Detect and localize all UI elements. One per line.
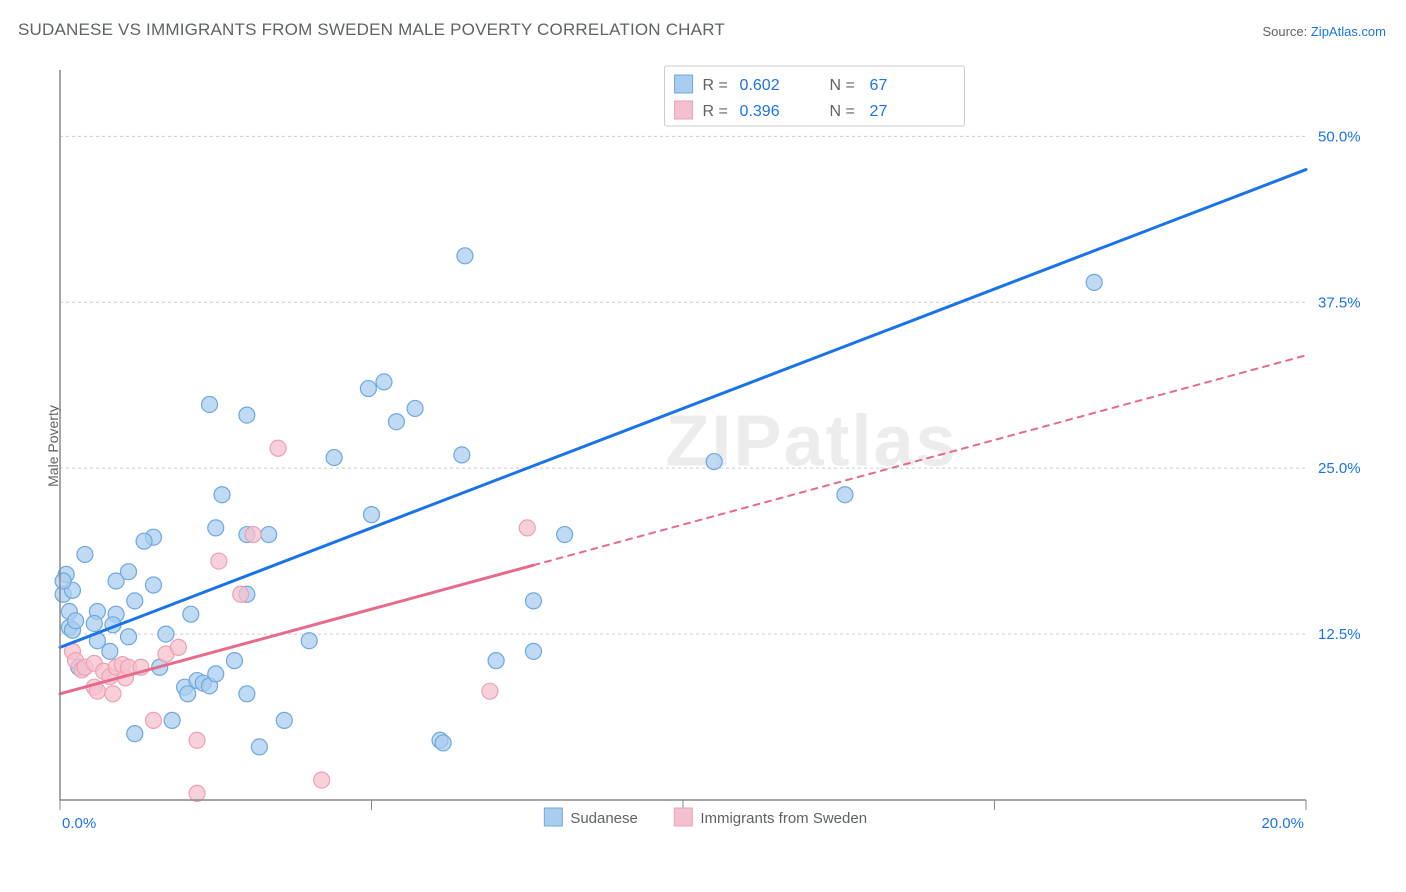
source-link[interactable]: ZipAtlas.com (1311, 24, 1386, 39)
data-point (127, 593, 143, 609)
x-tick-label: 20.0% (1261, 815, 1304, 832)
chart-area: ZIPatlas 0.0% 20.0% 12.5% 25.0% 37.5% 50.0% R =… (50, 60, 1386, 840)
data-point (407, 400, 423, 416)
data-point (488, 653, 504, 669)
data-point (136, 533, 152, 549)
data-point (86, 615, 102, 631)
data-point (364, 507, 380, 523)
data-point (519, 520, 535, 536)
watermark: ZIPatlas (665, 402, 957, 482)
data-point (233, 586, 249, 602)
y-tick-label: 25.0% (1318, 460, 1361, 477)
legend-r-value: 0.602 (740, 77, 780, 94)
data-point (55, 573, 71, 589)
data-point (189, 785, 205, 801)
data-point (454, 447, 470, 463)
legend-swatch (675, 101, 693, 119)
data-point (77, 546, 93, 562)
data-point (326, 450, 342, 466)
data-point (482, 683, 498, 699)
data-point (557, 527, 573, 543)
legend-r-value: 0.396 (740, 103, 780, 120)
data-point (276, 712, 292, 728)
data-point (121, 564, 137, 580)
data-point (68, 613, 84, 629)
data-point (706, 454, 722, 470)
source-label: Source: (1262, 24, 1310, 39)
data-point (314, 772, 330, 788)
data-point (202, 396, 218, 412)
data-point (301, 633, 317, 649)
legend-n-label: N = (830, 103, 855, 120)
data-point (360, 381, 376, 397)
scatter-chart: ZIPatlas 0.0% 20.0% 12.5% 25.0% 37.5% 50.0% R =… (50, 60, 1386, 840)
data-point (239, 407, 255, 423)
data-point (145, 577, 161, 593)
series-legend-label: Immigrants from Sweden (700, 810, 867, 827)
data-point (208, 520, 224, 536)
trend-line-extrapolated (533, 355, 1306, 565)
data-point (261, 527, 277, 543)
data-point (214, 487, 230, 503)
legend-r-label: R = (703, 103, 728, 120)
legend-r-label: R = (703, 77, 728, 94)
data-point (837, 487, 853, 503)
series-legend-label: Sudanese (570, 810, 638, 827)
data-point (183, 606, 199, 622)
data-point (158, 626, 174, 642)
data-point (170, 639, 186, 655)
data-point (245, 527, 261, 543)
data-point (251, 739, 267, 755)
data-point (457, 248, 473, 264)
data-point (211, 553, 227, 569)
data-point (164, 712, 180, 728)
legend-swatch (675, 75, 693, 93)
data-point (435, 735, 451, 751)
data-point (145, 712, 161, 728)
data-point (105, 686, 121, 702)
y-tick-label: 12.5% (1318, 626, 1361, 643)
data-point (127, 726, 143, 742)
y-tick-label: 50.0% (1318, 128, 1361, 145)
data-point (102, 643, 118, 659)
data-point (239, 686, 255, 702)
legend-n-value: 27 (870, 103, 888, 120)
data-point (525, 643, 541, 659)
source-attribution: Source: ZipAtlas.com (1262, 24, 1386, 39)
data-point (388, 414, 404, 430)
series-legend-swatch (674, 808, 692, 826)
data-point (1086, 274, 1102, 290)
data-point (208, 666, 224, 682)
legend-n-label: N = (830, 77, 855, 94)
series-legend-swatch (544, 808, 562, 826)
legend-n-value: 67 (870, 77, 888, 94)
y-tick-label: 37.5% (1318, 294, 1361, 311)
data-point (121, 629, 137, 645)
data-point (189, 732, 205, 748)
chart-title: SUDANESE VS IMMIGRANTS FROM SWEDEN MALE … (18, 20, 725, 40)
data-point (376, 374, 392, 390)
data-point (270, 440, 286, 456)
x-tick-label: 0.0% (62, 815, 96, 832)
data-point (226, 653, 242, 669)
data-point (525, 593, 541, 609)
